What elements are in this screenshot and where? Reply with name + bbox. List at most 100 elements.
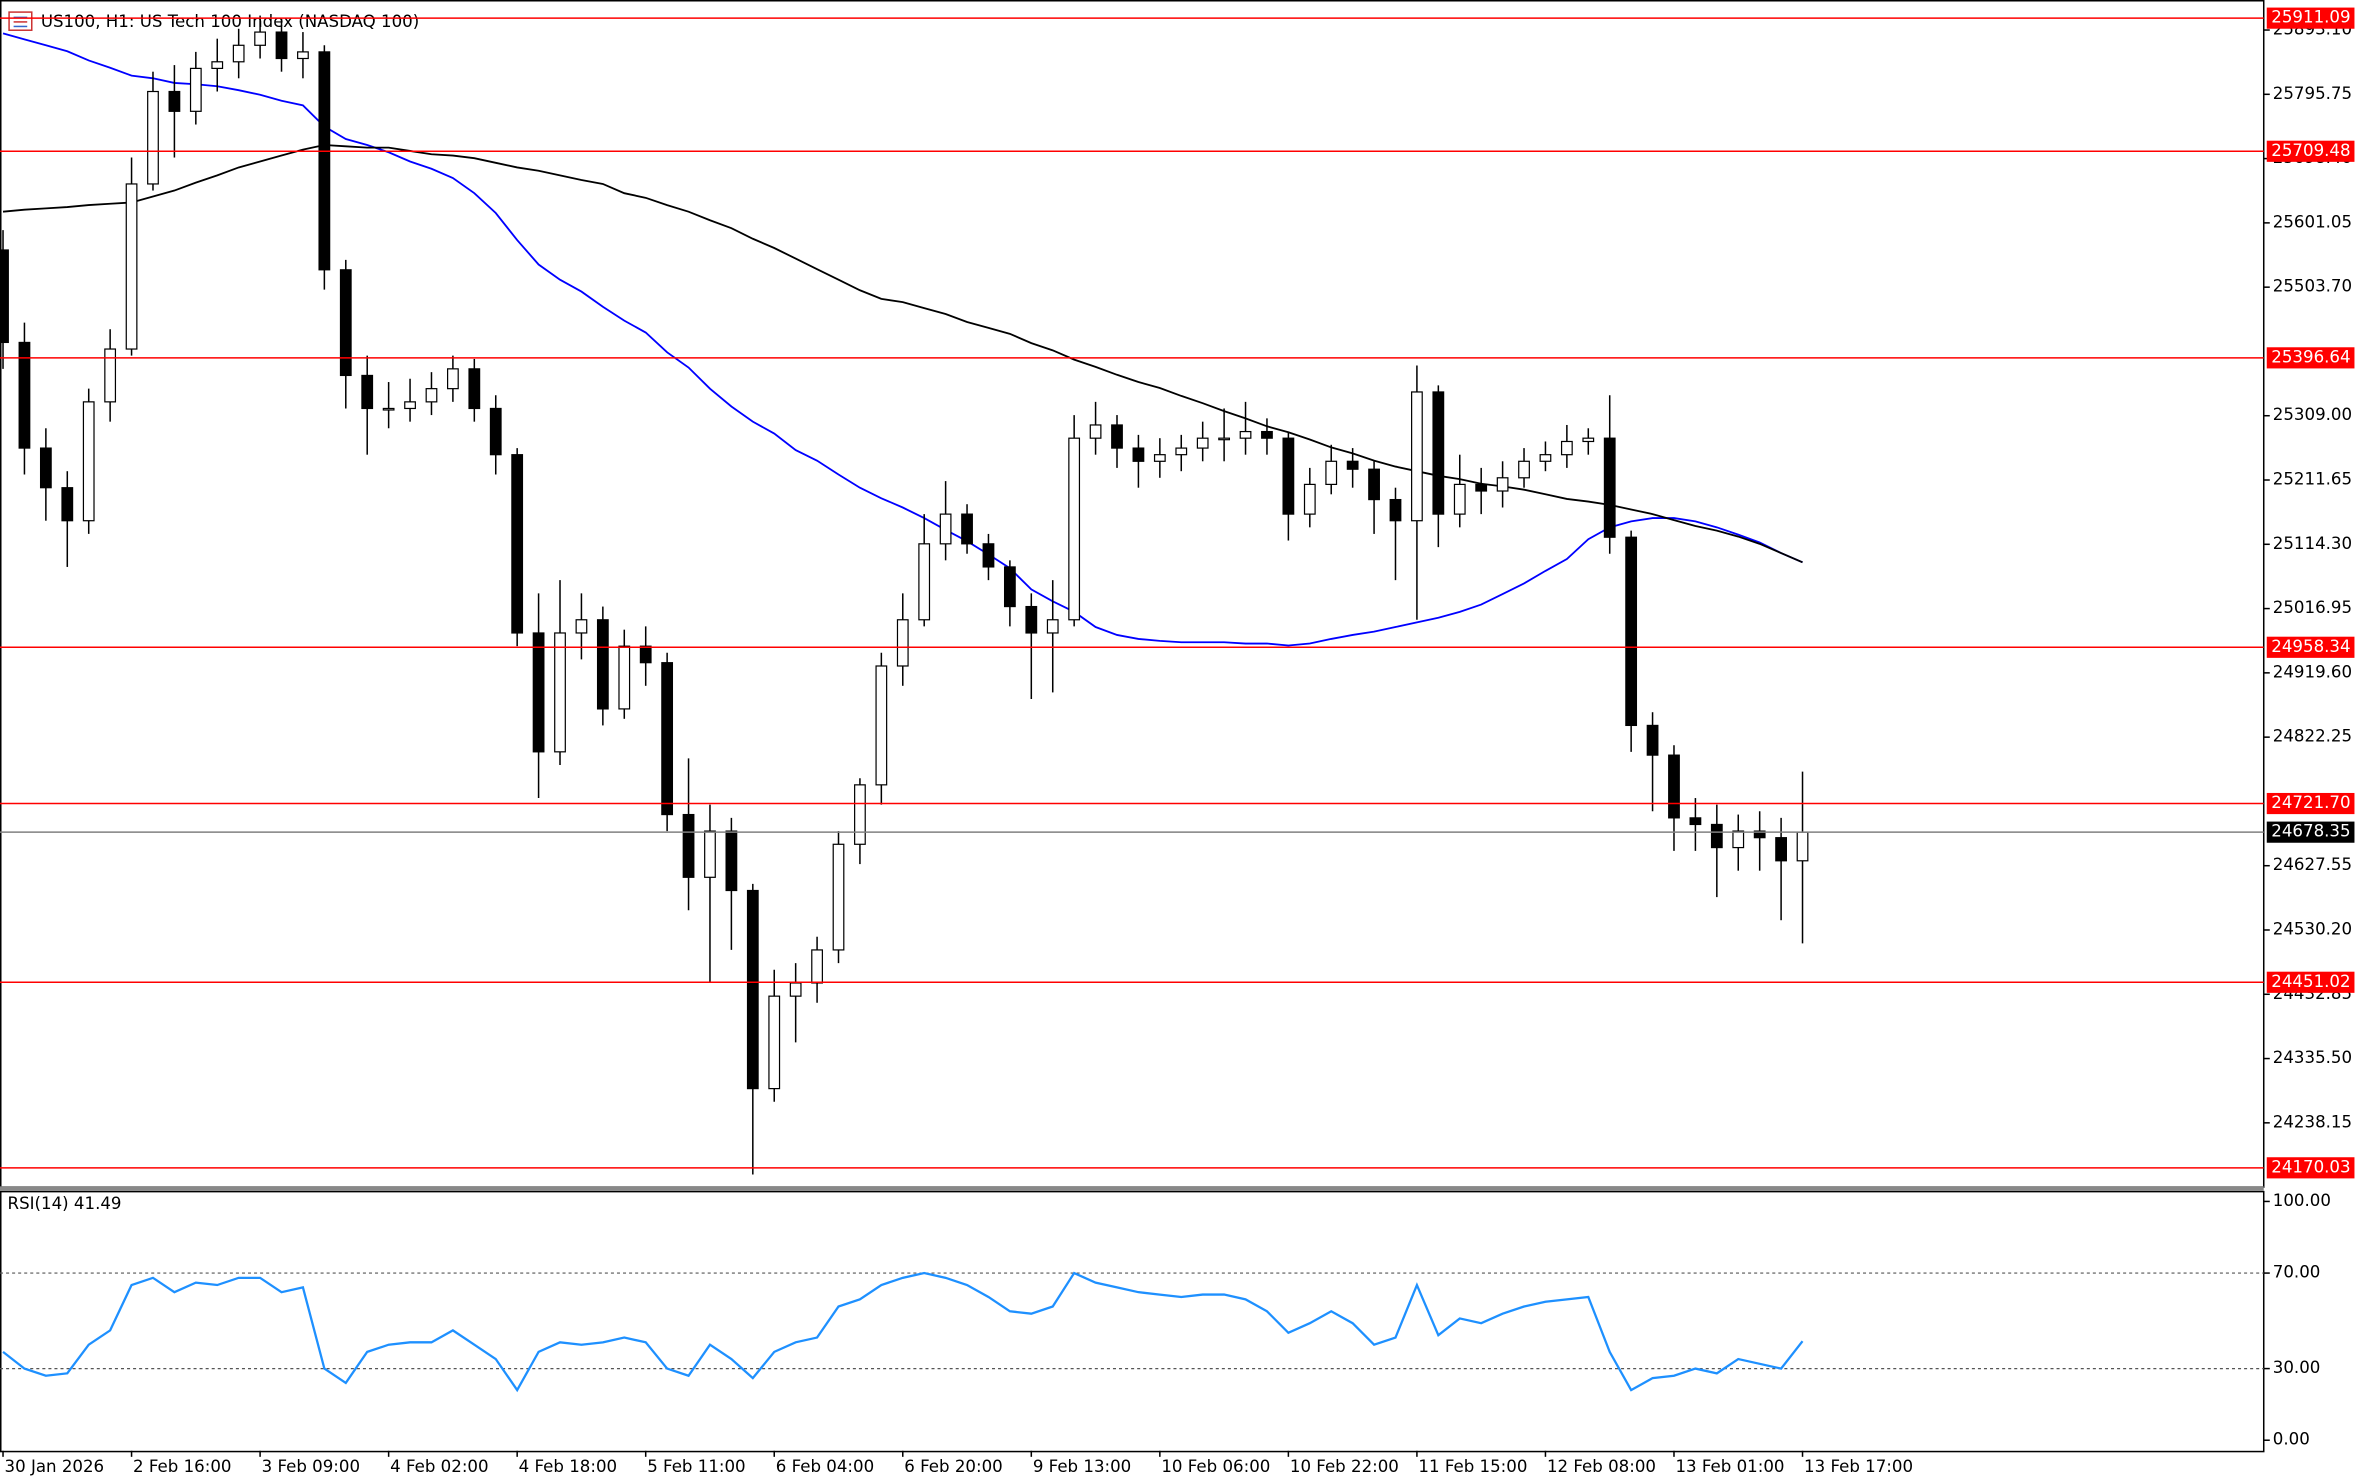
candle-body (1175, 447, 1188, 456)
candle-body (554, 632, 566, 753)
candle-body (1261, 430, 1273, 439)
y-tick-label: 100.00 (2273, 1191, 2331, 1210)
x-tick-label: 9 Feb 13:00 (1033, 1457, 1131, 1476)
candle-body (468, 368, 481, 410)
x-tick-label: 13 Feb 17:00 (1804, 1457, 1913, 1476)
candle-body (1303, 483, 1316, 515)
candle-body (39, 447, 52, 489)
candle-body (661, 662, 674, 816)
symbol-icon (8, 11, 33, 31)
candle-body (1796, 831, 1809, 862)
candle-body (1582, 437, 1595, 443)
level-label-box (2266, 7, 2355, 29)
candle-body (1710, 823, 1723, 849)
candle-body (382, 407, 395, 411)
candle-body (1753, 830, 1766, 839)
candle-body (1560, 440, 1573, 456)
candle-body (918, 543, 931, 621)
x-tick-label: 30 Jan 2026 (5, 1457, 105, 1476)
level-label: 24958.34 (2271, 637, 2350, 656)
y-tick-label: 25016.95 (2273, 598, 2352, 617)
y-tick-label: 25114.30 (2273, 534, 2352, 553)
candle-body (0, 249, 9, 344)
x-tick-label: 11 Feb 15:00 (1418, 1457, 1527, 1476)
level-label-box (2266, 140, 2355, 162)
level-label: 24451.02 (2271, 972, 2350, 991)
candle-body (125, 183, 138, 350)
candle-body (596, 619, 609, 710)
candle-body (939, 513, 952, 545)
x-tick-label: 10 Feb 22:00 (1290, 1457, 1399, 1476)
candle-body (447, 368, 459, 390)
x-tick-label: 6 Feb 04:00 (776, 1457, 874, 1476)
candle-body (1411, 391, 1423, 522)
candle-body (811, 949, 823, 984)
level-label: 25709.48 (2271, 141, 2350, 160)
level-label-box (2266, 347, 2355, 369)
y-tick-label: 25309.00 (2273, 405, 2352, 424)
candle-body (339, 269, 352, 377)
candle-body (1025, 605, 1038, 634)
chart-title: US100, H1: US Tech 100 Index (NASDAQ 100… (41, 12, 419, 31)
candle-body (639, 645, 652, 664)
y-tick-label: 25211.65 (2273, 470, 2352, 489)
candle-body (746, 889, 759, 1090)
candle-body (189, 67, 202, 112)
candle-body (1775, 837, 1787, 862)
candle-body (1646, 724, 1659, 756)
level-label-box (2266, 1157, 2355, 1179)
candle-body (297, 51, 309, 60)
candle-body (211, 61, 224, 69)
candle-body (875, 665, 888, 786)
candle-body (168, 90, 181, 112)
candle-body (618, 645, 631, 710)
level-label: 24170.03 (2271, 1157, 2350, 1176)
rsi-line (2, 1271, 1804, 1393)
candle-body (789, 982, 802, 997)
candle-body (232, 44, 245, 63)
candle-body (361, 374, 374, 410)
current-price-box (2266, 821, 2355, 843)
y-tick-label: 24530.20 (2273, 919, 2352, 938)
candle-body (982, 543, 995, 568)
panel-separator (0, 1186, 2264, 1191)
x-tick-label: 10 Feb 06:00 (1161, 1457, 1270, 1476)
candle-body (1068, 437, 1081, 621)
candle-body (404, 401, 416, 410)
candle-body (1539, 454, 1552, 462)
candle-body (254, 31, 266, 46)
candle-body (275, 31, 288, 60)
candle-body (1003, 566, 1016, 608)
candle-body (1603, 437, 1616, 538)
x-tick-label: 3 Feb 09:00 (262, 1457, 360, 1476)
x-tick-label: 13 Feb 01:00 (1675, 1457, 1784, 1476)
candle-body (489, 407, 502, 456)
candle-body (1239, 430, 1252, 439)
candle-body (1153, 454, 1166, 462)
level-label: 25911.09 (2271, 8, 2350, 27)
moving-average (2, 32, 1803, 647)
level-label-box (2266, 971, 2355, 993)
rsi-panel-frame (0, 1190, 2265, 1453)
candle-body (511, 454, 524, 634)
candle-body (18, 341, 31, 449)
candle-body (768, 995, 781, 1090)
candle-body (318, 51, 331, 271)
candle-body (725, 830, 738, 892)
candle-body (61, 487, 74, 522)
candle-body (896, 619, 909, 667)
candle-body (1089, 424, 1102, 439)
candle-body (1453, 483, 1466, 515)
candle-body (147, 90, 159, 185)
level-label-box (2266, 636, 2355, 658)
level-label: 24721.70 (2271, 793, 2350, 812)
level-label: 25396.64 (2271, 347, 2350, 366)
rsi-title: RSI(14) 41.49 (8, 1194, 122, 1213)
y-tick-label: 25503.70 (2273, 277, 2352, 296)
candle-body (104, 348, 117, 403)
candle-body (1346, 460, 1359, 470)
candle-body (1282, 437, 1295, 515)
